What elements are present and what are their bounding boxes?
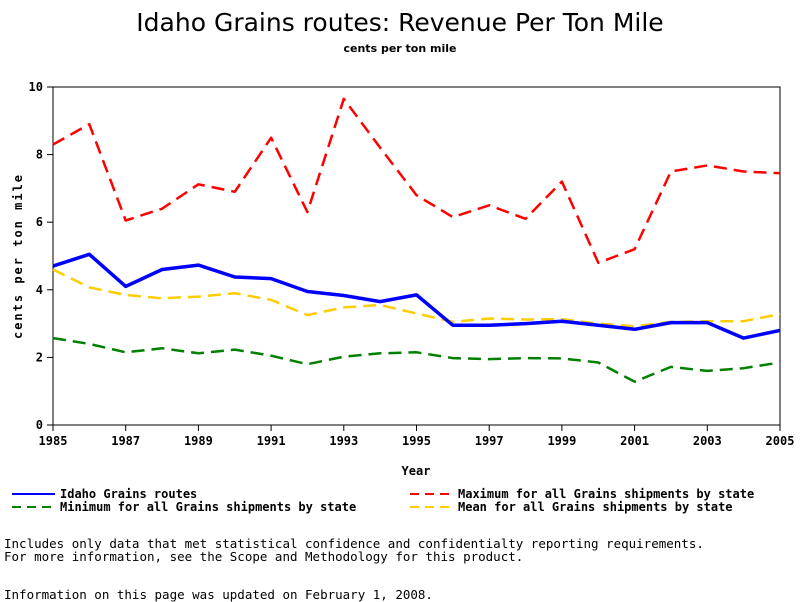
series-maximum-line xyxy=(52,97,781,265)
y-tick-label: 8 xyxy=(36,148,43,162)
x-tick-label: 1993 xyxy=(329,434,358,448)
series-idaho-line xyxy=(52,252,781,340)
note-confidentiality: Includes only data that met statistical … xyxy=(4,536,704,551)
x-tick-label: 1985 xyxy=(39,434,68,448)
legend-item-maximum: Maximum for all Grains shipments by stat… xyxy=(410,487,754,501)
y-tick-label: 10 xyxy=(29,80,43,94)
y-axis-label: cents per ton mile xyxy=(11,173,25,339)
y-tick-label: 0 xyxy=(36,418,43,432)
series-lines xyxy=(52,97,781,383)
y-axis: 0 2 4 6 8 10 xyxy=(29,80,53,432)
x-tick-label: 1999 xyxy=(547,434,576,448)
legend-label: Minimum for all Grains shipments by stat… xyxy=(60,500,356,514)
legend-item-idaho: Idaho Grains routes xyxy=(12,487,197,501)
x-tick-label: 1997 xyxy=(475,434,504,448)
x-tick-label: 1995 xyxy=(402,434,431,448)
x-tick-label: 1987 xyxy=(111,434,140,448)
x-tick-label: 2001 xyxy=(620,434,649,448)
x-axis-label: Year xyxy=(402,464,431,478)
series-minimum-line xyxy=(52,336,781,383)
legend-item-minimum: Minimum for all Grains shipments by stat… xyxy=(12,500,356,514)
legend-item-mean: Mean for all Grains shipments by state xyxy=(410,500,733,514)
legend-label: Mean for all Grains shipments by state xyxy=(458,500,733,514)
note-methodology: For more information, see the Scope and … xyxy=(4,549,524,564)
legend: Idaho Grains routes Maximum for all Grai… xyxy=(12,487,754,514)
legend-label: Idaho Grains routes xyxy=(60,487,197,501)
x-tick-label: 2003 xyxy=(693,434,722,448)
plot-frame xyxy=(52,86,781,426)
series-mean-line xyxy=(52,268,781,328)
legend-label: Maximum for all Grains shipments by stat… xyxy=(458,487,754,501)
y-tick-label: 6 xyxy=(36,215,43,229)
x-tick-label: 1989 xyxy=(184,434,213,448)
chart-title: Idaho Grains routes: Revenue Per Ton Mil… xyxy=(136,8,663,37)
y-tick-label: 2 xyxy=(36,350,43,364)
x-tick-label: 1991 xyxy=(257,434,286,448)
y-tick-label: 4 xyxy=(36,283,43,297)
x-tick-label: 2005 xyxy=(766,434,795,448)
chart-subtitle: cents per ton mile xyxy=(344,42,457,55)
note-updated: Information on this page was updated on … xyxy=(4,587,433,602)
x-axis: 1985 1987 1989 1991 1993 1995 1997 1999 2001 2003… xyxy=(39,425,795,448)
